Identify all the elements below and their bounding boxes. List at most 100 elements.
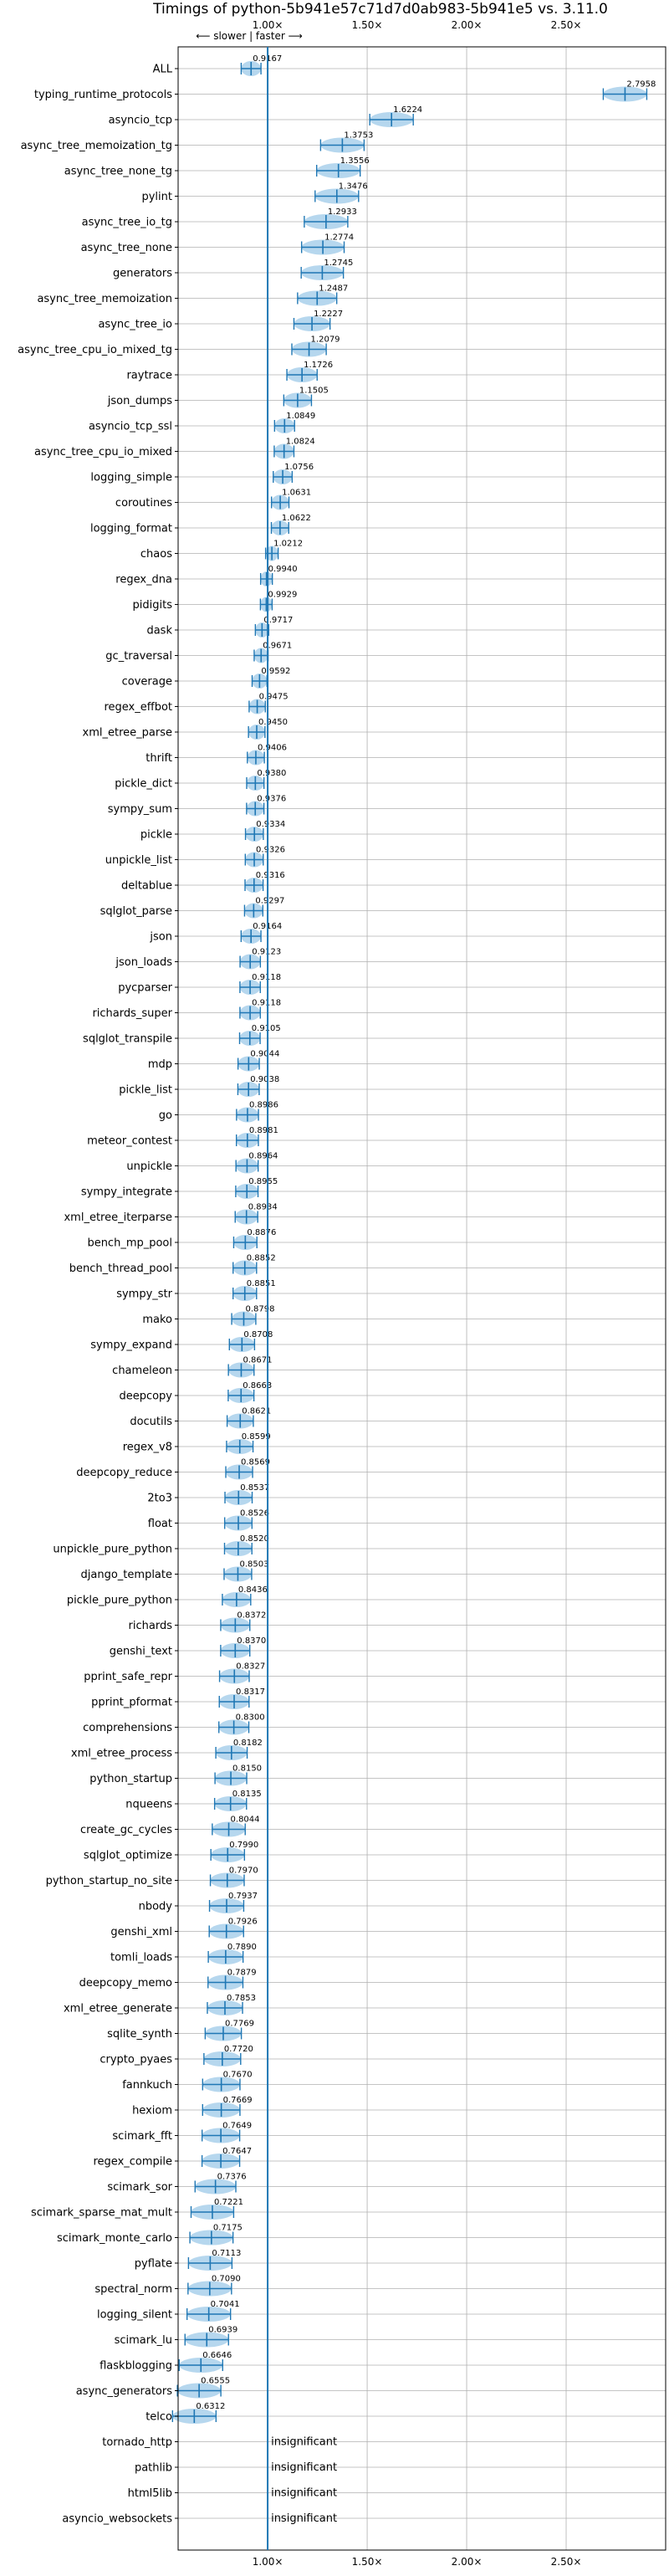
benchmark-label: scimark_sparse_mat_mult xyxy=(31,2207,172,2220)
value-label: 0.6939 xyxy=(208,2326,237,2335)
value-label: 0.8708 xyxy=(243,1330,273,1339)
value-label: 0.6646 xyxy=(202,2351,232,2360)
benchmark-label: docutils xyxy=(130,1416,172,1428)
insignificant-label: insignificant xyxy=(271,2487,337,2500)
benchmark-label: pickle_dict xyxy=(115,778,172,791)
benchmark-label: xml_etree_process xyxy=(71,1748,172,1760)
value-label: 0.8981 xyxy=(249,1126,278,1135)
value-label: 0.7113 xyxy=(212,2249,241,2258)
benchmark-label: coroutines xyxy=(115,497,172,510)
value-label: 0.8300 xyxy=(236,1713,265,1723)
benchmark-label: genshi_xml xyxy=(110,1926,172,1938)
value-label: 1.6224 xyxy=(393,105,422,115)
benchmark-label: chameleon xyxy=(112,1365,172,1377)
benchmark-label: pylint xyxy=(141,191,172,203)
benchmark-label: unpickle_pure_python xyxy=(53,1544,172,1556)
value-label: 0.6555 xyxy=(201,2377,230,2386)
value-label: 0.8599 xyxy=(242,1432,271,1442)
value-label: 0.7175 xyxy=(213,2224,243,2233)
benchmark-label: richards_super xyxy=(92,1007,172,1020)
insignificant-label: insignificant xyxy=(271,2512,337,2525)
benchmark-label: pickle_pure_python xyxy=(67,1595,172,1607)
value-label: 0.7890 xyxy=(227,1943,257,1952)
benchmark-label: asyncio_websockets xyxy=(62,2513,172,2526)
benchmark-label: pprint_safe_repr xyxy=(84,1671,172,1683)
benchmark-label: sqlglot_transpile xyxy=(83,1033,172,1046)
value-label: 0.8851 xyxy=(247,1279,276,1288)
x-tick-label-top: 2.00× xyxy=(452,19,483,31)
value-label: 0.8876 xyxy=(247,1228,276,1237)
value-label: 0.7990 xyxy=(229,1841,258,1850)
value-label: 0.7647 xyxy=(222,2147,252,2156)
value-label: 0.8150 xyxy=(232,1764,262,1774)
value-label: 0.9334 xyxy=(256,820,285,829)
value-label: 0.8798 xyxy=(245,1305,274,1314)
value-label: 0.7090 xyxy=(212,2275,241,2284)
value-label: 0.7926 xyxy=(228,1918,258,1927)
value-label: 0.9326 xyxy=(256,846,285,855)
benchmark-label: scimark_lu xyxy=(115,2334,172,2347)
benchmark-label: regex_effbot xyxy=(104,701,172,714)
benchmark-label: 2to3 xyxy=(147,1493,172,1505)
benchmark-label: pprint_pformat xyxy=(91,1697,172,1709)
benchmark-label: async_tree_none xyxy=(81,242,172,254)
value-label: 1.3556 xyxy=(340,156,370,166)
value-label: 1.3753 xyxy=(344,131,373,141)
benchmark-label: meteor_contest xyxy=(87,1135,172,1148)
value-label: 0.9044 xyxy=(250,1050,279,1059)
value-label: 0.7649 xyxy=(222,2122,252,2131)
value-label: 0.8436 xyxy=(238,1585,268,1595)
value-label: 0.8182 xyxy=(233,1739,263,1748)
value-label: 0.8327 xyxy=(236,1662,265,1672)
benchmark-label: deepcopy xyxy=(119,1390,172,1403)
value-label: 0.7376 xyxy=(217,2173,247,2182)
labels-layer: ALL0.9167typing_runtime_protocols2.7958a… xyxy=(18,54,656,2526)
benchmark-label: spectral_norm xyxy=(94,2283,172,2296)
value-label: 1.2227 xyxy=(314,310,343,319)
value-label: 0.9118 xyxy=(252,999,281,1008)
benchmark-label: float xyxy=(148,1518,172,1530)
x-tick-label-bottom: 1.50× xyxy=(352,2556,383,2568)
axis-layer: 1.00× 1.00× 1.50× 1.50× 2.00× 2.00× 2.50× 2.50× xyxy=(175,19,666,2568)
benchmark-label: sympy_integrate xyxy=(81,1186,172,1199)
benchmark-label: json_loads xyxy=(115,956,172,969)
benchmark-label: mdp xyxy=(148,1058,172,1071)
value-label: 0.7769 xyxy=(225,2020,254,2029)
x-tick-label-top: 1.00× xyxy=(253,19,283,31)
benchmark-label: pycparser xyxy=(118,982,172,995)
direction-label: ⟵ slower | faster ⟶ xyxy=(196,30,303,42)
grid-layer xyxy=(178,47,666,2550)
benchmark-label: bench_mp_pool xyxy=(87,1237,172,1250)
benchmark-label: async_generators xyxy=(76,2385,173,2398)
value-label: 0.9118 xyxy=(252,973,281,982)
benchmark-label: typing_runtime_protocols xyxy=(34,89,172,101)
benchmark-label: raytrace xyxy=(126,370,172,382)
benchmark-label: dask xyxy=(146,625,172,638)
value-label: 0.8370 xyxy=(237,1636,266,1646)
value-label: 0.9671 xyxy=(263,642,292,651)
benchmark-label: asyncio_tcp xyxy=(109,115,172,127)
benchmark-label: fannkuch xyxy=(122,2079,172,2092)
value-label: 0.7669 xyxy=(223,2096,253,2105)
benchmark-label: go xyxy=(159,1109,172,1122)
value-label: 0.8986 xyxy=(249,1101,278,1110)
value-label: 0.8955 xyxy=(248,1177,278,1186)
benchmark-label: async_tree_io_tg xyxy=(82,217,172,229)
value-label: 1.0622 xyxy=(282,514,311,523)
value-label: 0.9406 xyxy=(258,744,287,753)
benchmark-label: deepcopy_memo xyxy=(79,1977,172,1990)
benchmark-label: sqlglot_parse xyxy=(100,905,172,918)
value-label: 0.9592 xyxy=(261,667,290,676)
benchmark-label: async_tree_memoization xyxy=(37,293,172,305)
benchmark-label: unpickle xyxy=(126,1160,172,1173)
benchmark-label: sqlite_synth xyxy=(107,2028,172,2041)
value-label: 0.8372 xyxy=(237,1611,266,1621)
benchmark-label: genshi_text xyxy=(110,1646,172,1658)
benchmark-label: python_startup_no_site xyxy=(46,1875,172,1887)
value-label: 0.7970 xyxy=(229,1867,258,1876)
value-label: 0.7221 xyxy=(214,2198,243,2207)
benchmark-label: tornado_http xyxy=(102,2436,172,2449)
value-label: 1.0631 xyxy=(282,489,311,498)
benchmark-label: pyflate xyxy=(135,2258,172,2271)
